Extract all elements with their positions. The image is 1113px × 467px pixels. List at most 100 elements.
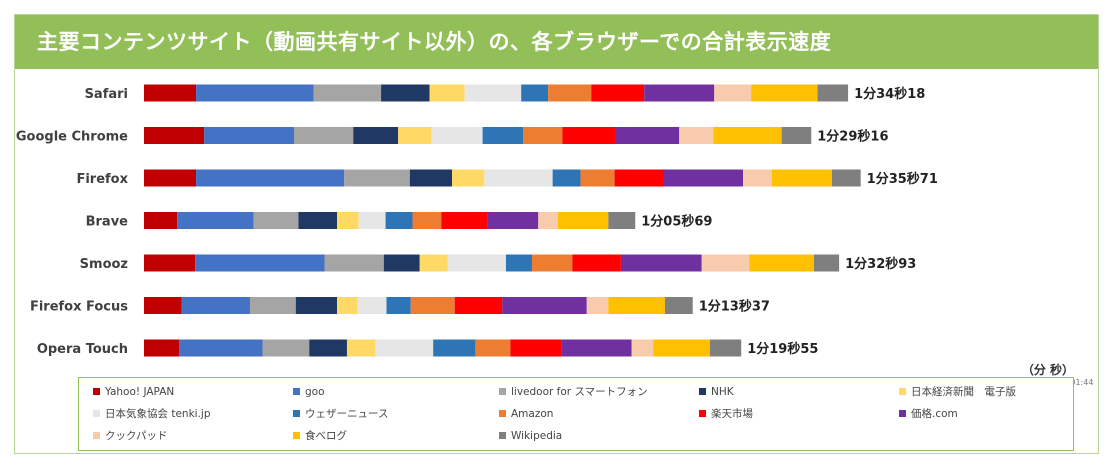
bar-segment xyxy=(608,212,636,229)
bar-segment xyxy=(558,212,609,229)
bar-segment xyxy=(552,169,581,187)
bar-segment xyxy=(505,254,532,272)
bar-segment xyxy=(337,297,358,314)
bar-segment xyxy=(410,297,455,314)
bar-segment xyxy=(353,127,399,144)
bar-segment xyxy=(344,169,410,187)
legend-label: livedoor for スマートフォン xyxy=(511,386,648,398)
bar-segment xyxy=(713,127,782,144)
legend-swatch xyxy=(499,388,506,395)
bar-segment xyxy=(375,339,434,357)
bar-segment xyxy=(749,254,814,272)
bar-segment xyxy=(249,297,296,314)
category-label: Opera Touch xyxy=(37,342,128,357)
legend-swatch xyxy=(293,388,300,395)
bar-segment xyxy=(196,169,345,187)
bar-segment xyxy=(454,297,503,314)
legend-swatch xyxy=(93,410,100,417)
bar-segment xyxy=(298,212,338,229)
category-label: Smooz xyxy=(80,257,128,272)
bar-segment xyxy=(522,127,563,144)
bar-segment xyxy=(346,339,376,357)
bar-segment xyxy=(464,84,522,102)
bar-segment xyxy=(447,254,506,272)
bar-segment xyxy=(324,254,384,272)
bar-segment xyxy=(620,254,702,272)
legend-label: ウェザーニュース xyxy=(305,408,389,420)
bar-segment xyxy=(144,297,182,314)
bar-segment xyxy=(831,169,861,187)
bar-segment xyxy=(386,297,411,314)
bar-segment xyxy=(586,297,609,314)
bar-segment xyxy=(664,297,693,314)
category-label: Firefox Focus xyxy=(30,300,128,315)
legend-swatch xyxy=(699,410,706,417)
bar-segment xyxy=(663,169,744,187)
bar-segment xyxy=(383,254,420,272)
legend-swatch xyxy=(899,410,906,417)
legend-label: 日本気象協会 tenki.jp xyxy=(105,408,211,420)
total-label: 1分19秒55 xyxy=(747,341,818,357)
bar-segment xyxy=(381,84,430,102)
legend-label: 楽天市場 xyxy=(711,408,753,420)
category-label: Brave xyxy=(86,215,129,230)
total-label: 1分13秒37 xyxy=(699,299,770,315)
legend-label: 日本経済新聞 電子版 xyxy=(911,386,1016,398)
bar-segment xyxy=(813,254,840,272)
legend-swatch xyxy=(499,432,506,439)
bar-segment xyxy=(431,127,483,144)
bar-segment xyxy=(561,339,632,357)
bar-segment xyxy=(409,169,453,187)
legend-swatch xyxy=(93,432,100,439)
category-label: Google Chrome xyxy=(16,130,128,145)
bar-segment xyxy=(484,169,553,187)
title-bar: 主要コンテンツサイト（動画共有サイト以外）の、各ブラウザーでの合計表示速度 xyxy=(15,15,1098,69)
bar-segment xyxy=(179,339,263,357)
bar-segment xyxy=(293,127,354,144)
bar-segment xyxy=(771,169,832,187)
bar-segment xyxy=(614,169,664,187)
bar-segment xyxy=(357,297,387,314)
bar-segment xyxy=(709,339,742,357)
bar-segment xyxy=(743,169,772,187)
bar-segment xyxy=(196,84,314,102)
bar-segment xyxy=(195,254,325,272)
legend-label: NHK xyxy=(711,386,734,398)
bar-segment xyxy=(653,339,710,357)
bar-segment xyxy=(644,84,715,102)
bar-segment xyxy=(521,84,549,102)
bar-segment xyxy=(510,339,562,357)
legend-swatch xyxy=(899,388,906,395)
legend-swatch xyxy=(699,388,706,395)
chart-title: 主要コンテンツサイト（動画共有サイト以外）の、各ブラウザーでの合計表示速度 xyxy=(37,30,832,54)
bar-segment xyxy=(433,339,476,357)
x-tick-label: 0:01:44 xyxy=(1063,378,1094,387)
bar-segment xyxy=(144,212,178,229)
bar-segment xyxy=(144,339,180,357)
bar-segment xyxy=(429,84,465,102)
total-label: 1分35秒71 xyxy=(867,171,938,187)
bar-segment xyxy=(313,84,382,102)
legend-swatch xyxy=(293,432,300,439)
legend-label: Wikipedia xyxy=(511,430,563,442)
bar-segment xyxy=(398,127,432,144)
category-label: Safari xyxy=(85,87,128,102)
bar-segment xyxy=(701,254,750,272)
bar-segment xyxy=(591,84,645,102)
bar-segment xyxy=(452,169,485,187)
bar-segment xyxy=(817,84,849,102)
bar-segment xyxy=(482,127,523,144)
bar-segment xyxy=(502,297,587,314)
bar-segment xyxy=(181,297,250,314)
bar-segment xyxy=(204,127,294,144)
bar-segment xyxy=(177,212,254,229)
bar-segment xyxy=(538,212,559,229)
bar-segment xyxy=(419,254,448,272)
bar-segment xyxy=(562,127,616,144)
bar-segment xyxy=(144,127,205,144)
bar-segment xyxy=(337,212,359,229)
bar-segment xyxy=(253,212,299,229)
total-label: 1分05秒69 xyxy=(641,214,712,230)
legend-label: Amazon xyxy=(511,408,554,420)
x-axis-unit-label: （分 秒） xyxy=(1022,362,1074,377)
